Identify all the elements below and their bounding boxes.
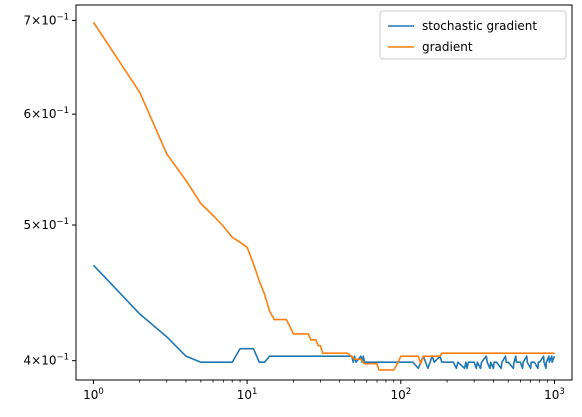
y-tick-label-2: 6×10−1 [24,106,70,121]
x-tick-label-1: 101 [237,387,258,402]
series-line-0 [92,264,556,370]
series-layer [92,21,556,371]
y-tick-label-0: 4×10−1 [24,353,70,368]
y-tick-label-3: 7×10−1 [24,12,70,27]
x-axis: 100 101 102 103 [83,380,565,402]
plot-frame [75,4,573,381]
legend-label-1: gradient [422,40,473,54]
legend-box [379,10,567,60]
x-tick-label-2: 102 [390,387,411,402]
x-tick-label-0: 100 [83,387,104,402]
y-axis: 4×10−1 5×10−1 6×10−1 7×10−1 [24,12,76,368]
series-line-1 [92,21,555,371]
y-tick-label-1: 5×10−1 [24,217,70,232]
legend: stochastic gradient gradient [379,10,567,60]
legend-label-0: stochastic gradient [422,19,537,33]
x-tick-label-3: 103 [544,387,565,402]
